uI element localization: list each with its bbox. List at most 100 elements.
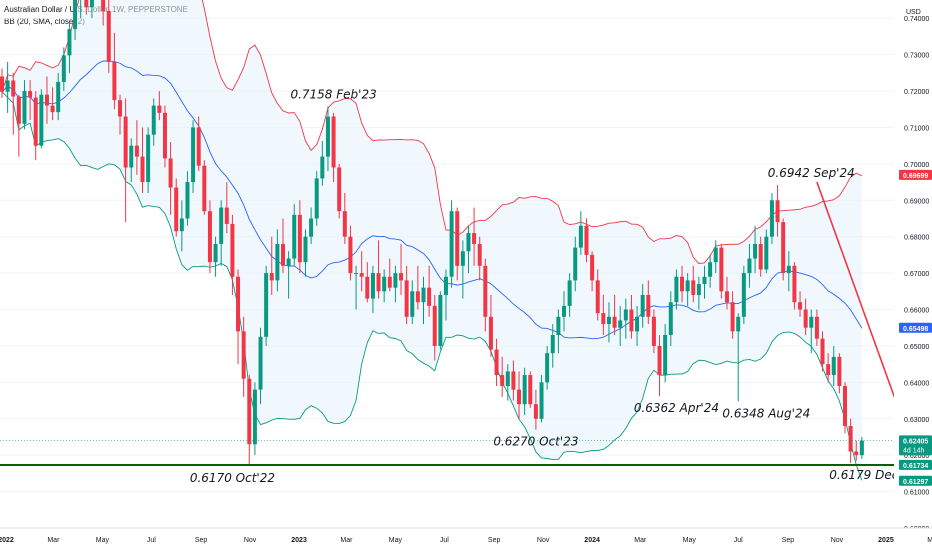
candle	[539, 375, 544, 423]
candle	[11, 72, 16, 135]
candle-body	[848, 426, 853, 452]
candle	[331, 112, 336, 183]
candle	[460, 240, 465, 299]
candle	[191, 120, 196, 193]
candle-body	[11, 80, 16, 97]
candle-body	[635, 316, 640, 332]
candle	[202, 160, 207, 215]
annotations: 0.7158 Feb'230.6942 Sep'240.6362 Apr'24 0…	[190, 87, 917, 485]
candle	[477, 236, 482, 281]
candle	[831, 345, 836, 386]
candle-body	[134, 145, 139, 157]
candle-body	[640, 294, 645, 317]
candle-body	[786, 265, 791, 274]
candle-body	[5, 80, 10, 92]
candle-body	[562, 305, 566, 317]
candle	[562, 291, 566, 332]
candle	[342, 192, 347, 244]
candle-body	[511, 371, 516, 390]
candle-body	[140, 156, 145, 183]
price-tick-label: 0.72000	[904, 89, 929, 96]
candle-body	[354, 273, 359, 275]
candle	[0, 68, 4, 98]
candle-body	[859, 440, 864, 456]
candle	[118, 94, 123, 135]
candle-body	[472, 233, 477, 244]
candle	[668, 291, 673, 346]
candle	[545, 345, 550, 390]
price-label-box: 0.61734	[899, 459, 932, 470]
candle-body	[415, 291, 420, 303]
candle-body	[28, 91, 33, 98]
price-axis-bg	[894, 0, 932, 550]
price-tick-label: 0.62000	[904, 453, 929, 460]
candle	[22, 80, 27, 130]
candle-body	[404, 280, 409, 317]
candle	[792, 262, 797, 310]
time-axis[interactable]: 2022 Mar May Jul Sep Nov 2023 Mar May Jul Sep Nov 20…	[0, 527, 932, 550]
candle-body	[168, 158, 173, 188]
candle	[258, 327, 263, 405]
time-tick-label: Mar	[47, 537, 60, 544]
candle	[252, 382, 257, 456]
candle-body	[820, 338, 825, 365]
candle-body	[101, 0, 106, 11]
candle-body	[500, 375, 505, 386]
candle	[567, 273, 572, 317]
candle	[820, 331, 825, 372]
candle	[410, 280, 415, 325]
candle	[505, 364, 510, 401]
candle	[140, 127, 145, 193]
price-label-bg	[899, 322, 932, 333]
candle-body	[438, 294, 443, 346]
candle-body	[539, 382, 544, 419]
candle-body	[331, 116, 336, 168]
candle	[843, 382, 847, 434]
candle	[5, 61, 10, 113]
candle-body	[713, 247, 718, 263]
candle-body	[309, 218, 314, 237]
price-label-bg	[899, 435, 932, 456]
candle	[33, 91, 38, 161]
candle-body	[618, 320, 623, 328]
candle-body	[685, 280, 690, 292]
time-tick-label: Mar	[634, 537, 647, 544]
candle-body	[393, 273, 398, 288]
candle-body	[691, 280, 696, 295]
arrow-shaft	[816, 181, 908, 432]
band-fill	[2, 0, 862, 481]
price-tick-label: 0.74000	[904, 16, 929, 23]
candle	[415, 265, 420, 310]
candle-body	[657, 345, 662, 376]
candle-body	[213, 243, 218, 263]
candle-body	[674, 276, 679, 303]
time-tick-label: Sep	[195, 537, 208, 544]
candle-body	[798, 302, 803, 310]
time-tick-label: Sep	[488, 537, 501, 544]
candle-body	[753, 243, 758, 259]
candle-body	[814, 316, 819, 339]
candle-body	[427, 287, 432, 306]
candle-body	[89, 0, 94, 8]
candle	[651, 309, 656, 354]
price-tick-label: 0.69000	[904, 198, 929, 205]
candle	[775, 184, 780, 237]
candle-body	[252, 389, 257, 445]
candle	[640, 284, 645, 328]
candle	[129, 138, 134, 183]
candle	[354, 265, 359, 310]
candle-body	[157, 105, 162, 113]
candle	[16, 94, 21, 157]
candle-body	[629, 309, 634, 332]
candle-body	[22, 91, 27, 124]
candle-body	[775, 200, 780, 223]
basis-line	[1, 60, 863, 340]
price-annotation: 0.6348 Aug'24	[722, 406, 810, 420]
candle	[309, 207, 314, 244]
candle-body	[719, 247, 724, 292]
price-label-box: 0.62405 4d 14h	[899, 435, 932, 456]
candle	[399, 243, 404, 295]
candle-body	[578, 225, 583, 248]
